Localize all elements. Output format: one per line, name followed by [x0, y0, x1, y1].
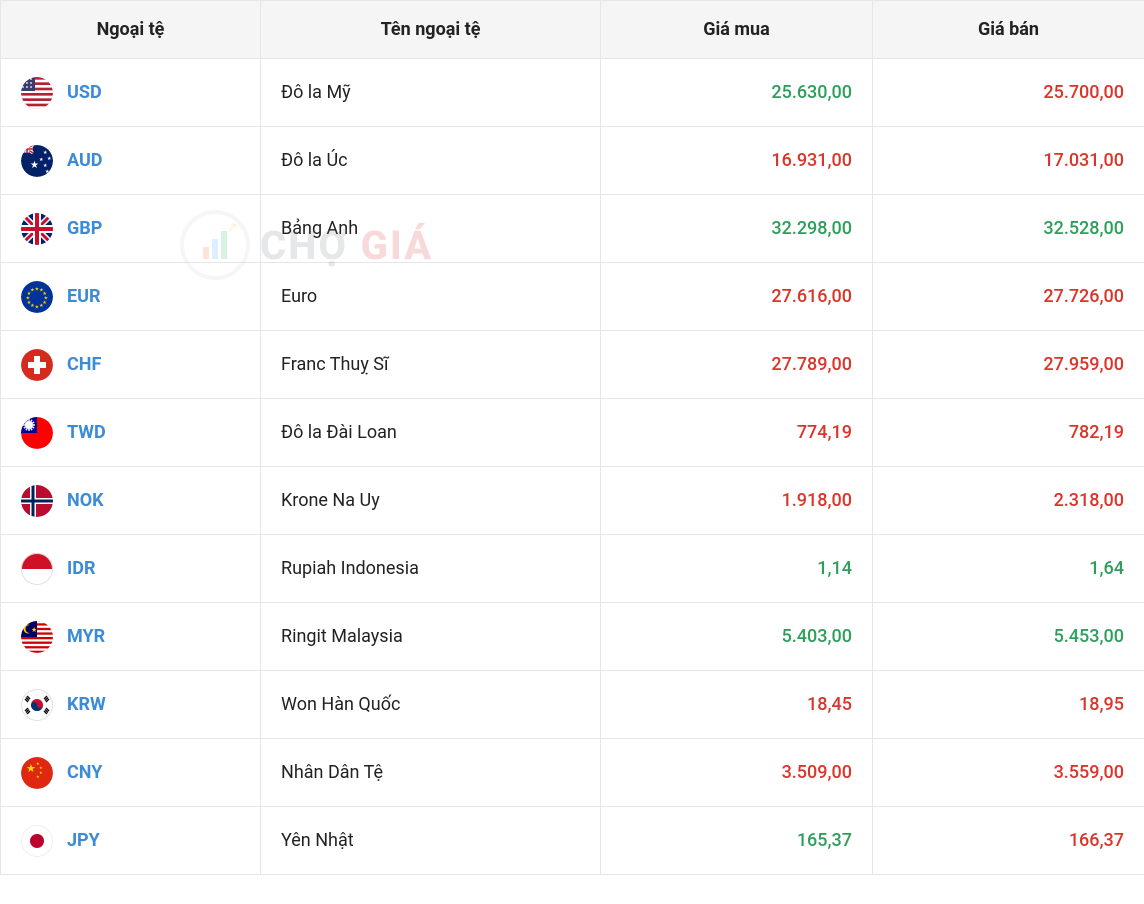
buy-price: 25.630,00: [601, 59, 873, 127]
col-name: Tên ngoại tệ: [261, 1, 601, 59]
flag-icon: [21, 349, 53, 381]
exchange-rate-table: Ngoại tệ Tên ngoại tệ Giá mua Giá bán US…: [0, 0, 1144, 875]
currency-code-link[interactable]: TWD: [67, 422, 106, 443]
currency-name: Nhân Dân Tệ: [261, 739, 601, 807]
table-row: USD Đô la Mỹ25.630,0025.700,00: [1, 59, 1144, 127]
currency-name: Ringit Malaysia: [261, 603, 601, 671]
currency-name: Đô la Úc: [261, 127, 601, 195]
svg-text:★: ★: [30, 160, 39, 171]
table-row: NOK Krone Na Uy1.918,002.318,00: [1, 467, 1144, 535]
table-row: ★ MYR Ringit Malaysia5.403,005.453,00: [1, 603, 1144, 671]
buy-price: 18,45: [601, 671, 873, 739]
sell-price: 782,19: [873, 399, 1144, 467]
currency-code-link[interactable]: EUR: [67, 286, 101, 307]
svg-text:★: ★: [31, 626, 37, 634]
flag-icon: ★ ★ ★ ★ ★ ★: [21, 145, 53, 177]
sell-price: 2.318,00: [873, 467, 1144, 535]
sell-price: 17.031,00: [873, 127, 1144, 195]
col-currency: Ngoại tệ: [1, 1, 261, 59]
table-row: JPY Yên Nhật165,37166,37: [1, 807, 1144, 875]
sell-price: 166,37: [873, 807, 1144, 875]
buy-price: 27.616,00: [601, 263, 873, 331]
sell-price: 5.453,00: [873, 603, 1144, 671]
table-row: GBP Bảng Anh32.298,0032.528,00: [1, 195, 1144, 263]
flag-icon: [21, 77, 53, 109]
table-row: ★ ★ ★ ★ ★ ★ AUD Đô la Úc16.931,0017.031,…: [1, 127, 1144, 195]
currency-code-link[interactable]: AUD: [67, 150, 103, 171]
sell-price: 27.726,00: [873, 263, 1144, 331]
buy-price: 32.298,00: [601, 195, 873, 263]
svg-text:★: ★: [30, 287, 35, 293]
flag-icon: [21, 417, 53, 449]
currency-name: Yên Nhật: [261, 807, 601, 875]
svg-text:★: ★: [36, 774, 40, 779]
flag-icon: [21, 689, 53, 721]
flag-icon: ★★★★★★★★★★★★: [21, 281, 53, 313]
sell-price: 25.700,00: [873, 59, 1144, 127]
flag-icon: ★ ★ ★ ★ ★: [21, 757, 53, 789]
col-buy: Giá mua: [601, 1, 873, 59]
col-sell: Giá bán: [873, 1, 1144, 59]
currency-name: Krone Na Uy: [261, 467, 601, 535]
buy-price: 1,14: [601, 535, 873, 603]
sell-price: 32.528,00: [873, 195, 1144, 263]
sell-price: 18,95: [873, 671, 1144, 739]
flag-icon: [21, 825, 53, 857]
svg-text:★: ★: [26, 762, 36, 775]
currency-name: Bảng Anh: [261, 195, 601, 263]
sell-price: 3.559,00: [873, 739, 1144, 807]
table-row: CHF Franc Thuỵ Sĩ27.789,0027.959,00: [1, 331, 1144, 399]
flag-icon: [21, 213, 53, 245]
flag-icon: ★: [21, 621, 53, 653]
buy-price: 1.918,00: [601, 467, 873, 535]
currency-code-link[interactable]: NOK: [67, 490, 104, 511]
svg-text:★: ★: [39, 157, 44, 163]
buy-price: 27.789,00: [601, 331, 873, 399]
buy-price: 16.931,00: [601, 127, 873, 195]
currency-name: Franc Thuỵ Sĩ: [261, 331, 601, 399]
currency-code-link[interactable]: MYR: [67, 626, 105, 647]
currency-name: Đô la Đài Loan: [261, 399, 601, 467]
buy-price: 5.403,00: [601, 603, 873, 671]
currency-name: Won Hàn Quốc: [261, 671, 601, 739]
currency-name: Rupiah Indonesia: [261, 535, 601, 603]
svg-text:★: ★: [39, 770, 43, 775]
table-header-row: Ngoại tệ Tên ngoại tệ Giá mua Giá bán: [1, 1, 1144, 59]
table-row: IDR Rupiah Indonesia1,141,64: [1, 535, 1144, 603]
currency-code-link[interactable]: USD: [67, 82, 102, 103]
svg-text:★: ★: [39, 303, 44, 309]
flag-icon: [21, 485, 53, 517]
flag-icon: [21, 553, 53, 585]
table-row: KRW Won Hàn Quốc18,4518,95: [1, 671, 1144, 739]
currency-code-link[interactable]: GBP: [67, 218, 102, 239]
buy-price: 165,37: [601, 807, 873, 875]
table-row: TWD Đô la Đài Loan774,19782,19: [1, 399, 1144, 467]
svg-text:★: ★: [45, 169, 50, 175]
buy-price: 3.509,00: [601, 739, 873, 807]
table-row: ★ ★ ★ ★ ★ CNY Nhân Dân Tệ3.509,003.559,0…: [1, 739, 1144, 807]
svg-text:★: ★: [35, 304, 40, 310]
currency-code-link[interactable]: JPY: [67, 830, 100, 851]
currency-name: Euro: [261, 263, 601, 331]
currency-code-link[interactable]: CNY: [67, 762, 102, 783]
currency-name: Đô la Mỹ: [261, 59, 601, 127]
currency-code-link[interactable]: IDR: [67, 558, 96, 579]
table-row: ★★★★★★★★★★★★ EUR Euro27.616,0027.726,00: [1, 263, 1144, 331]
currency-code-link[interactable]: KRW: [67, 694, 106, 715]
buy-price: 774,19: [601, 399, 873, 467]
sell-price: 1,64: [873, 535, 1144, 603]
sell-price: 27.959,00: [873, 331, 1144, 399]
currency-code-link[interactable]: CHF: [67, 354, 101, 375]
svg-text:★: ★: [47, 156, 52, 162]
